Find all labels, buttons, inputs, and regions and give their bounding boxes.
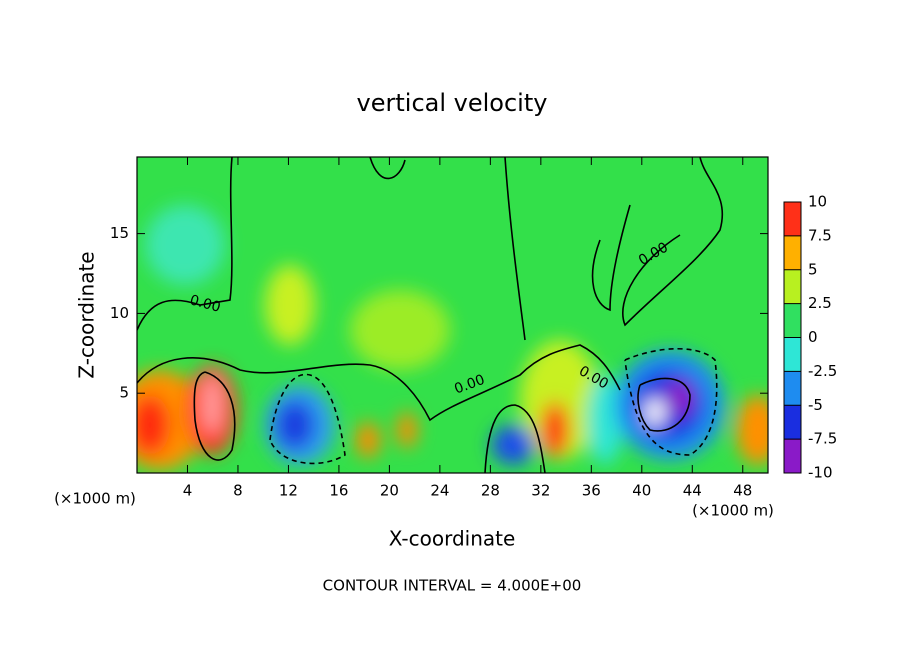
- colorbar-label: 7.5: [808, 226, 832, 244]
- colorbar-band: [784, 371, 801, 406]
- x-tick-label: 32: [531, 482, 550, 500]
- plot-frame: [136, 156, 769, 474]
- y-tick-label: 15: [110, 224, 129, 242]
- chart-title: vertical velocity: [357, 89, 548, 117]
- x-tick-label: 12: [279, 482, 298, 500]
- y-tick-label: 5: [119, 384, 129, 402]
- colorbar-band: [784, 303, 801, 338]
- x-tick-label: 8: [233, 482, 243, 500]
- x-tick-label: 36: [582, 482, 601, 500]
- x-tick-label: 16: [329, 482, 348, 500]
- colorbar-band: [784, 269, 801, 304]
- colorbar-label: 0: [808, 328, 818, 346]
- footer: CONTOUR INTERVAL = 4.000E+00: [323, 577, 582, 595]
- colorbar-band: [784, 405, 801, 440]
- colorbar-label: -7.5: [808, 430, 837, 448]
- x-tick-label: 4: [183, 482, 193, 500]
- y-axis-label: Z-coordinate: [75, 251, 99, 378]
- x-tick-label: 44: [683, 482, 702, 500]
- colorbar-band: [784, 235, 801, 270]
- colorbar-label: 2.5: [808, 294, 832, 312]
- colorbar-label: -5: [808, 396, 823, 414]
- x-unit: (×1000 m): [692, 502, 774, 520]
- field: [137, 157, 768, 473]
- x-axis-label: X-coordinate: [389, 527, 516, 551]
- x-tick-label: 28: [481, 482, 500, 500]
- colorbar-label: -10: [808, 464, 833, 482]
- colorbar-label: -2.5: [808, 362, 837, 380]
- colorbar-band: [784, 439, 801, 473]
- x-tick-label: 48: [733, 482, 752, 500]
- x-unit: (×1000 m): [54, 490, 136, 508]
- colorbar-label: 10: [808, 193, 827, 211]
- x-tick-label: 24: [430, 482, 449, 500]
- x-tick-label: 20: [380, 482, 399, 500]
- colorbar-label: 5: [808, 260, 818, 278]
- y-tick-label: 10: [110, 304, 129, 322]
- contour-label: 0.00: [188, 292, 222, 316]
- colorbar-band: [784, 337, 801, 372]
- colorbar-band: [784, 202, 801, 236]
- x-tick-label: 40: [632, 482, 651, 500]
